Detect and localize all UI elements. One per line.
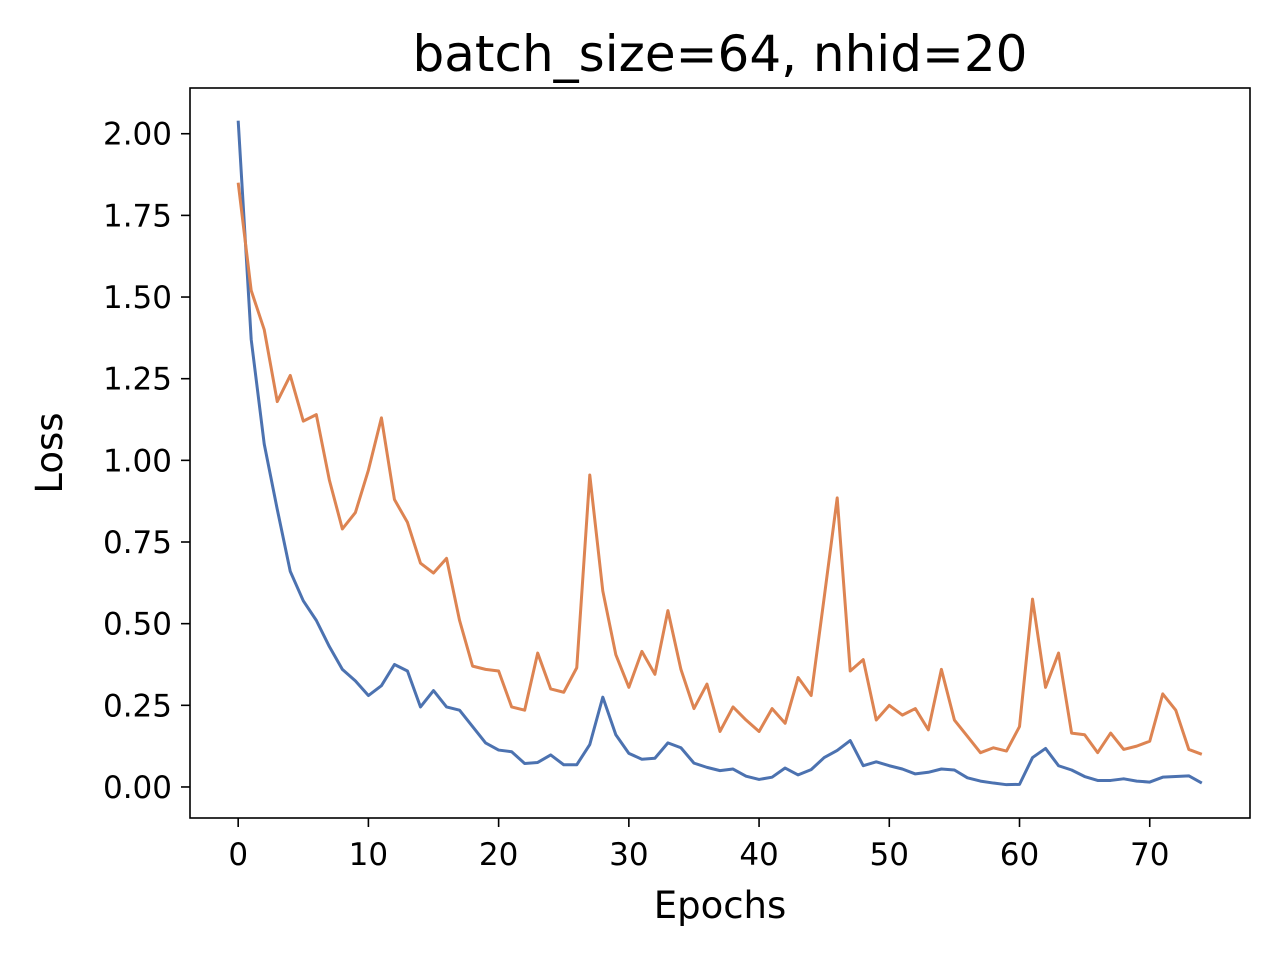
series-1-line (236, 120, 1203, 787)
x-tick-label: 10 (349, 837, 388, 873)
plot-frame (189, 87, 1251, 819)
x-axis-label: Epochs (654, 884, 787, 927)
y-tick-label: 0.25 (103, 688, 172, 724)
plot-area (189, 87, 1251, 819)
x-tick-label: 70 (1130, 837, 1169, 873)
x-tick-label: 20 (479, 837, 518, 873)
series-2-line (236, 182, 1203, 756)
y-tick-label: 0.00 (103, 770, 172, 806)
x-tick-label: 60 (1000, 837, 1039, 873)
y-tick-label: 1.00 (103, 443, 172, 479)
x-tick-label: 30 (609, 837, 648, 873)
y-tick-label: 0.50 (103, 607, 172, 643)
x-tick-label: 0 (228, 837, 248, 873)
y-axis-label: Loss (28, 412, 71, 493)
y-tick-label: 1.50 (103, 280, 172, 316)
chart-title: batch_size=64, nhid=20 (413, 25, 1028, 83)
y-tick-label: 2.00 (103, 117, 172, 153)
x-axis: 0 10 20 30 40 50 60 70 (228, 818, 1169, 873)
y-tick-label: 1.75 (103, 198, 172, 234)
x-tick-label: 40 (739, 837, 778, 873)
series-group (236, 120, 1203, 787)
x-tick-label: 50 (870, 837, 909, 873)
y-tick-label: 1.25 (103, 362, 172, 398)
y-axis: 0.00 0.25 0.50 0.75 1.00 1.25 1.50 1.75 2.00 (103, 117, 190, 806)
y-tick-label: 0.75 (103, 525, 172, 561)
